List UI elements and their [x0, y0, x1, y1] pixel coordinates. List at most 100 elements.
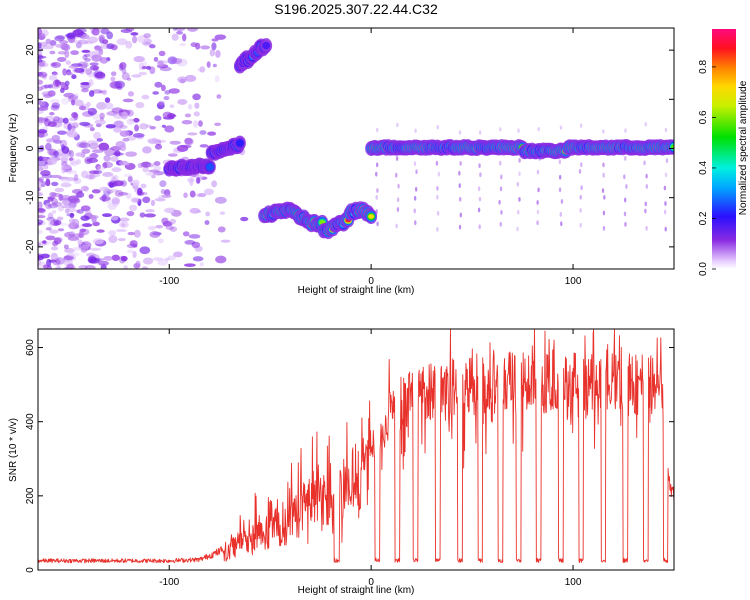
noise-speckle — [187, 177, 195, 183]
spectrogram-ytick-label: 10 — [25, 93, 36, 105]
noise-speckle — [144, 213, 156, 218]
vertical-streak — [436, 194, 439, 200]
noise-speckle — [139, 246, 151, 255]
vertical-streak — [396, 197, 400, 203]
vertical-streak — [602, 129, 605, 134]
noise-speckle — [133, 229, 141, 238]
noise-speckle — [57, 56, 67, 62]
noise-speckle — [160, 84, 166, 92]
noise-speckle — [46, 258, 52, 267]
noise-speckle — [119, 125, 128, 129]
noise-speckle — [147, 163, 155, 168]
vertical-streak — [459, 196, 462, 202]
noise-speckle — [72, 246, 82, 251]
noise-speckle — [157, 238, 164, 244]
noise-speckle — [133, 56, 145, 63]
noise-speckle — [177, 76, 188, 83]
noise-speckle — [52, 72, 59, 76]
noise-speckle — [67, 195, 79, 203]
noise-speckle — [171, 33, 179, 41]
noise-speckle — [38, 155, 43, 162]
noise-speckle — [68, 65, 79, 69]
noise-speckle — [146, 65, 152, 70]
noise-speckle — [125, 28, 135, 32]
noise-speckle — [132, 251, 137, 259]
noise-speckle — [62, 117, 69, 124]
noise-speckle — [91, 215, 97, 223]
noise-speckle — [123, 265, 128, 269]
noise-speckle — [119, 61, 127, 70]
noise-speckle — [187, 104, 193, 110]
noise-speckle — [147, 225, 156, 231]
vertical-streak — [645, 173, 648, 179]
noise-speckle — [91, 149, 104, 153]
noise-speckle — [110, 155, 119, 162]
noise-speckle — [42, 45, 54, 50]
vertical-streak — [518, 171, 521, 177]
noise-speckle — [71, 99, 76, 106]
noise-speckle — [89, 247, 102, 251]
noise-speckle — [169, 104, 175, 109]
noise-speckle — [55, 79, 60, 87]
noise-speckle — [164, 125, 175, 133]
noise-speckle — [58, 193, 64, 201]
noise-speckle — [91, 28, 100, 36]
noise-speckle — [98, 90, 106, 94]
noise-speckle — [47, 212, 54, 220]
noise-speckle — [220, 239, 231, 243]
track-c-core — [368, 214, 375, 219]
vertical-streak — [558, 159, 562, 165]
noise-speckle — [38, 192, 44, 197]
noise-speckle — [50, 255, 61, 260]
vertical-streak — [517, 209, 520, 215]
noise-speckle — [126, 118, 135, 125]
vertical-streak — [624, 197, 627, 203]
vertical-streak — [579, 123, 583, 128]
noise-speckle — [55, 43, 64, 48]
noise-speckle — [98, 260, 110, 266]
noise-speckle — [121, 111, 128, 120]
noise-speckle — [52, 258, 61, 266]
noise-speckle — [91, 189, 101, 194]
noise-speckle — [179, 43, 187, 47]
noise-speckle — [73, 173, 79, 182]
noise-speckle — [38, 65, 42, 71]
noise-speckle — [49, 112, 55, 116]
noise-speckle — [156, 101, 165, 110]
noise-speckle — [117, 237, 126, 242]
noise-speckle — [129, 204, 138, 212]
noise-speckle — [39, 144, 45, 151]
noise-speckle — [38, 255, 44, 261]
spectrogram-xtick-label: 100 — [565, 276, 582, 287]
noise-speckle — [112, 111, 125, 120]
snr-xtick-label: 0 — [368, 577, 374, 588]
colorbar: 0.0 0.2 0.4 0.6 0.8 Normalized spectral ampl… — [698, 29, 749, 276]
noise-speckle — [96, 229, 105, 233]
noise-speckle — [38, 42, 42, 49]
vertical-streak — [625, 184, 628, 189]
noise-speckle — [169, 218, 177, 225]
noise-speckle — [72, 233, 83, 238]
vertical-streak — [479, 172, 482, 178]
noise-speckle — [118, 160, 129, 166]
noise-speckle — [197, 192, 207, 198]
vertical-streak — [644, 208, 647, 214]
noise-speckle — [142, 146, 152, 154]
noise-speckle — [168, 88, 180, 94]
noise-speckle — [43, 264, 48, 269]
noise-speckle — [115, 141, 126, 148]
noise-speckle — [91, 89, 103, 94]
noise-speckle — [127, 175, 133, 183]
noise-speckle — [106, 189, 114, 194]
vertical-streak — [437, 171, 441, 177]
noise-speckle — [121, 72, 130, 81]
noise-speckle — [71, 74, 77, 80]
noise-speckle — [139, 212, 146, 218]
noise-speckle — [142, 266, 148, 269]
noise-speckle — [92, 238, 104, 245]
noise-speckle — [161, 194, 172, 199]
snr-ytick-label: 200 — [25, 487, 36, 504]
noise-speckle — [152, 91, 159, 95]
vertical-streak — [518, 196, 521, 202]
noise-speckle — [64, 248, 75, 254]
